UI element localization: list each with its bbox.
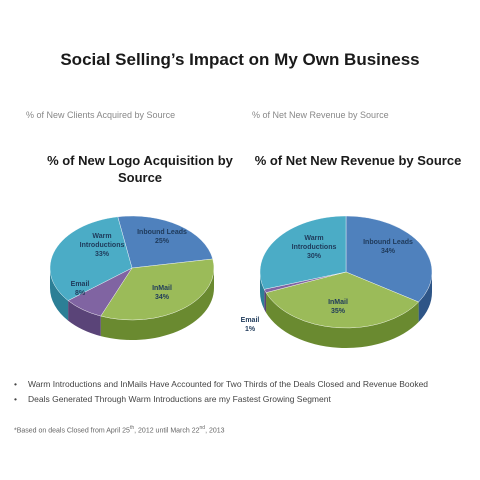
bullet-item: • Warm Introductions and InMails Have Ac… — [14, 377, 474, 392]
page-title: Social Selling’s Impact on My Own Busine… — [60, 50, 420, 69]
footnote-prefix: *Based on deals Closed from April 25 — [14, 427, 130, 435]
bullet-text: Warm Introductions and InMails Have Acco… — [28, 379, 429, 389]
pie-label-inmail: InMail 34% — [152, 285, 172, 301]
pie-slice-inmail — [265, 271, 419, 329]
left-chart-title-line1: % of New Logo Acquisition by — [47, 153, 233, 168]
bullet-list: • Warm Introductions and InMails Have Ac… — [14, 377, 474, 407]
pie-slice-warm-introductions — [259, 215, 347, 290]
footnote: *Based on deals Closed from April 25th, … — [14, 425, 225, 434]
pie-slice-inbound-leads — [117, 215, 214, 269]
bullet-item: • Deals Generated Through Warm Introduct… — [14, 392, 474, 407]
bullet-mark: • — [14, 394, 17, 404]
footnote-middle: , 2012 until March 22 — [134, 427, 200, 435]
pie-slice-side — [264, 289, 267, 313]
footnote-sup: th — [129, 425, 135, 431]
pie-label-warm-introductions: Warm Introductions 33% — [80, 233, 125, 258]
pie-slice-inbound-leads — [345, 215, 433, 303]
right-chart-title-line1: % of Net New Revenue by Source — [254, 153, 462, 168]
bullet-text: Deals Generated Through Warm Introductio… — [28, 394, 331, 404]
pie-label-email: Email 1% — [241, 317, 260, 333]
bullet-mark: • — [14, 379, 17, 389]
pie-slice-side — [266, 292, 419, 349]
right-caption: % of Net New Revenue by Source — [252, 110, 389, 120]
pie-slice-side — [418, 272, 432, 323]
pie-label-inbound-leads: Inbound Leads 34% — [363, 239, 413, 255]
pie-slice-side — [50, 268, 69, 321]
pie-label-warm-introductions: Warm Introductions 30% — [292, 235, 337, 260]
left-caption: % of New Clients Acquired by Source — [26, 110, 176, 120]
pie-label-inbound-leads: Inbound Leads 25% — [137, 229, 187, 245]
pie-slice-warm-introductions — [49, 216, 133, 301]
right-chart-title: % of Net New Revenue by Source — [248, 152, 468, 169]
pie-slice-inmail — [100, 258, 215, 321]
pie-label-inmail: InMail 35% — [328, 299, 348, 315]
pie-slice-side — [68, 300, 101, 337]
pie-label-email: Email 8% — [71, 281, 90, 297]
footnote-suffix: , 2013 — [205, 427, 225, 435]
footnote-sup: nd — [199, 425, 206, 431]
left-chart-title: % of New Logo Acquisition by Source — [40, 152, 240, 186]
left-chart-title-line2: Source — [117, 170, 163, 185]
pie-slice-side — [100, 268, 214, 340]
